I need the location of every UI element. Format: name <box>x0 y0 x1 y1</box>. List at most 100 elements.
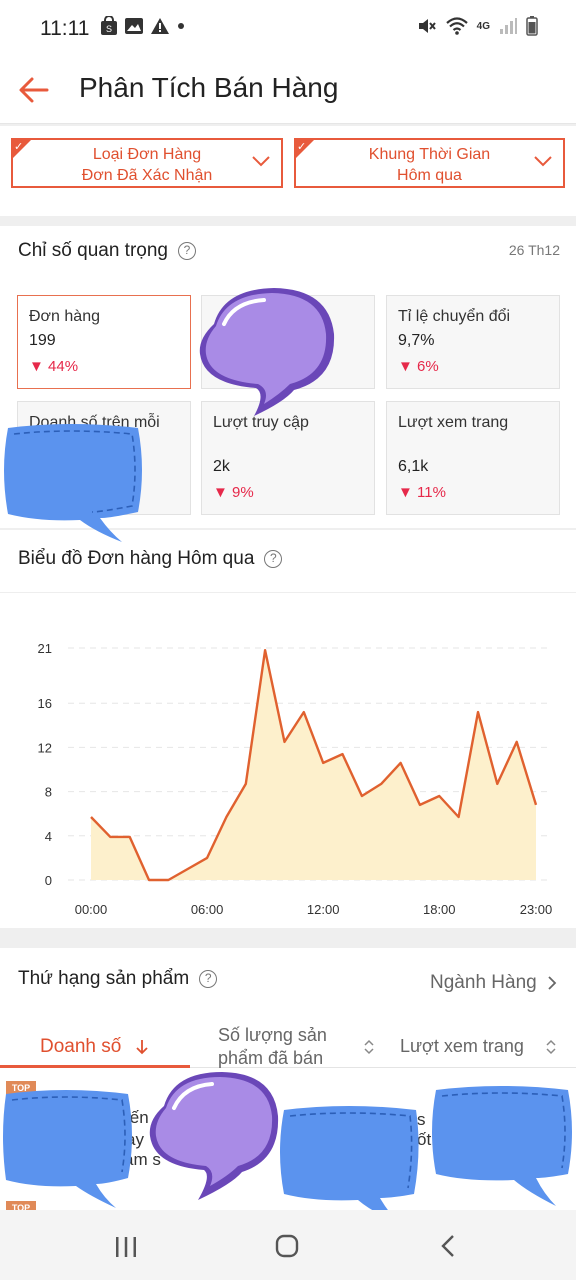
sort-icon[interactable] <box>363 1038 375 1056</box>
metric-label: Lượt xem trang <box>398 414 509 431</box>
svg-text:S: S <box>106 24 112 34</box>
arrow-down-icon <box>135 1039 148 1055</box>
top-badge: TOP <box>6 1081 36 1095</box>
down-triangle-icon: ▼ <box>29 358 49 375</box>
metric-card-orders[interactable]: Đơn hàng 199 ▼ 44% <box>17 295 191 389</box>
series-line <box>90 649 538 882</box>
metric-change: ▼ 11% <box>398 484 446 501</box>
tab-revenue-label: Doanh số <box>40 1036 122 1057</box>
divider <box>0 592 576 593</box>
orders-chart-title-text: Biểu đồ Đơn hàng Hôm qua <box>18 548 255 569</box>
tab-pageviews[interactable]: Lượt xem trang <box>400 1036 524 1056</box>
y-tick-label: 12 <box>38 740 52 755</box>
category-link-label: Ngành Hàng <box>430 972 537 993</box>
mute-icon <box>418 19 436 33</box>
time-range-label: Khung Thời Gian <box>368 146 491 163</box>
row-fragment: iến <box>126 1108 149 1127</box>
orders-line-chart: 0 4 8 12 16 21 00:00 06:00 12:00 18:00 23:00 <box>38 641 553 917</box>
recent-apps-icon[interactable] <box>114 1236 138 1258</box>
shopee-bag-icon: S <box>101 16 117 35</box>
help-icon[interactable]: ? <box>178 241 196 260</box>
blue-speech-bubble-sticker <box>4 424 142 542</box>
metric-change: ▼ 6% <box>398 358 439 375</box>
metric-label: Đơn hàng <box>29 308 100 325</box>
down-triangle-icon: ▼ <box>213 484 233 501</box>
chevron-right-icon <box>548 976 557 990</box>
active-tab-indicator <box>0 1065 190 1068</box>
blue-speech-bubble-sticker <box>280 1106 419 1224</box>
filters-bar: ✓ Loại Đơn Hàng Đơn Đã Xác Nhận ✓ Khung … <box>0 126 576 216</box>
metric-label: Tỉ lệ chuyển đổi <box>398 308 511 325</box>
tab-quantity-label-2: phẩm đã bán <box>218 1048 324 1068</box>
category-link[interactable]: Ngành Hàng <box>430 972 558 994</box>
orders-chart-section: Biểu đồ Đơn hàng Hôm qua? 0 4 8 12 16 21 00:00… <box>0 530 576 928</box>
y-tick-label: 21 <box>38 641 52 656</box>
app-bar: Phân Tích Bán Hàng <box>0 56 576 124</box>
down-triangle-icon: ▼ <box>398 358 418 375</box>
warning-icon <box>151 18 169 34</box>
x-tick-label: 00:00 <box>75 902 108 917</box>
back-nav-icon[interactable] <box>440 1234 456 1258</box>
chevron-down-icon <box>534 156 552 167</box>
y-tick-label: 8 <box>45 785 52 800</box>
home-icon[interactable] <box>275 1234 299 1258</box>
tab-quantity-sold[interactable]: Số lượng sản phẩm đã bán <box>218 1024 327 1070</box>
blue-speech-bubble-sticker <box>432 1086 572 1206</box>
x-tick-label: 18:00 <box>423 902 456 917</box>
y-tick-label: 4 <box>45 829 52 844</box>
tab-quantity-label-1: Số lượng sản <box>218 1025 327 1045</box>
tab-revenue[interactable]: Doanh số <box>40 1036 149 1058</box>
key-metrics-title-text: Chỉ số quan trọng <box>18 240 168 261</box>
wifi-icon <box>445 17 468 35</box>
check-icon: ✓ <box>297 141 307 153</box>
x-tick-label: 12:00 <box>307 902 340 917</box>
row-fragment: ảm s <box>124 1150 161 1169</box>
system-nav-bar <box>0 1210 576 1280</box>
y-tick-label: 0 <box>45 873 52 888</box>
blue-speech-bubble-sticker <box>3 1090 132 1208</box>
order-type-filter[interactable]: ✓ Loại Đơn Hàng Đơn Đã Xác Nhận <box>11 138 283 188</box>
chevron-down-icon <box>252 156 270 167</box>
metric-change-value: 6% <box>417 358 439 375</box>
image-icon <box>125 18 143 34</box>
orders-chart-title: Biểu đồ Đơn hàng Hôm qua? <box>18 548 283 570</box>
signal-icon <box>500 18 517 34</box>
product-ranking-title-text: Thứ hạng sản phẩm <box>18 968 190 989</box>
product-ranking-title: Thứ hạng sản phẩm? <box>18 968 218 990</box>
metric-change-value: 9% <box>232 484 254 501</box>
status-notification-icons: S <box>100 16 186 36</box>
ranking-tabs: Doanh số Số lượng sản phẩm đã bán Lượt x… <box>0 1010 576 1068</box>
metric-label: Lượt truy cập <box>213 414 309 431</box>
x-tick-label: 06:00 <box>191 902 224 917</box>
time-range-filter[interactable]: ✓ Khung Thời Gian Hôm qua <box>294 138 565 188</box>
selected-corner-flag <box>11 138 33 160</box>
status-system-icons: 4G <box>417 16 538 36</box>
metric-value: 6,1k <box>398 458 429 475</box>
metric-card-conversion[interactable]: Tỉ lệ chuyển đổi 9,7% ▼ 6% <box>386 295 560 389</box>
metric-change-value: 11% <box>417 484 446 501</box>
y-tick-label: 16 <box>38 696 52 711</box>
metric-card-pageviews[interactable]: Lượt xem trang 6,1k ▼ 11% <box>386 401 560 515</box>
row-fragment: s <box>417 1110 426 1129</box>
help-icon[interactable]: ? <box>199 969 218 988</box>
status-bar: 11:11 S 4G <box>0 0 576 56</box>
metric-card-visits[interactable]: Lượt truy cập 2k ▼ 9% <box>201 401 375 515</box>
x-tick-label: 23:00 <box>520 902 553 917</box>
metrics-date: 26 Th12 <box>508 242 560 258</box>
network-type: 4G <box>476 20 490 32</box>
selected-corner-flag <box>294 138 316 160</box>
order-type-label: Loại Đơn Hàng <box>92 146 202 163</box>
metric-change: ▼ 44% <box>29 358 78 375</box>
down-triangle-icon: ▼ <box>398 484 418 501</box>
battery-icon <box>526 16 538 36</box>
sort-icon[interactable] <box>545 1038 557 1056</box>
dot-icon <box>178 23 184 29</box>
series-area <box>91 650 536 880</box>
back-arrow-icon[interactable] <box>16 72 52 108</box>
help-icon[interactable]: ? <box>264 549 283 568</box>
metric-value: 9,7% <box>398 332 435 349</box>
key-metrics-title: Chỉ số quan trọng? <box>18 240 196 262</box>
metric-value: 199 <box>29 332 56 349</box>
purple-speech-bubble-sticker <box>199 288 335 416</box>
page-title: Phân Tích Bán Hàng <box>79 72 339 103</box>
